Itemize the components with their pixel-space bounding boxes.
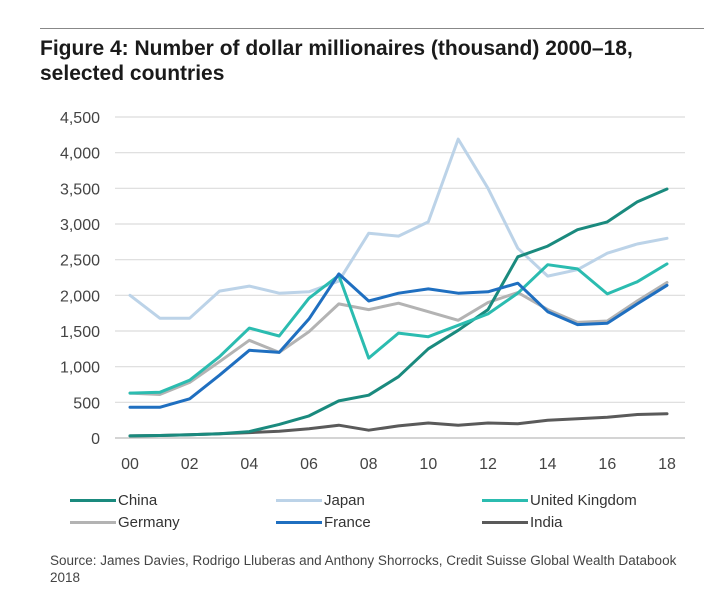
legend-item-germany: Germany bbox=[70, 514, 180, 531]
series-line-germany bbox=[128, 281, 669, 396]
x-tick-label: 18 bbox=[658, 456, 676, 473]
x-tick-label: 16 bbox=[598, 456, 616, 473]
y-tick-label: 4,500 bbox=[60, 110, 100, 127]
legend-label: Japan bbox=[324, 492, 365, 509]
source-note: Source: James Davies, Rodrigo Lluberas a… bbox=[50, 553, 677, 585]
legend-swatch bbox=[70, 499, 116, 502]
y-tick-label: 3,500 bbox=[60, 181, 100, 198]
series-line-united-kingdom bbox=[128, 262, 669, 395]
x-tick-label: 00 bbox=[121, 456, 139, 473]
y-tick-label: 2,500 bbox=[60, 253, 100, 270]
legend-swatch bbox=[276, 499, 322, 502]
legend-swatch bbox=[482, 499, 528, 502]
legend-item-india: India bbox=[482, 514, 563, 531]
y-tick-label: 3,000 bbox=[60, 217, 100, 234]
x-tick-label: 10 bbox=[419, 456, 437, 473]
x-tick-label: 02 bbox=[181, 456, 199, 473]
series-line-china bbox=[128, 187, 669, 438]
top-rule bbox=[40, 28, 704, 29]
y-tick-label: 2,000 bbox=[60, 288, 100, 305]
x-tick-label: 06 bbox=[300, 456, 318, 473]
series-line-france bbox=[128, 272, 669, 409]
y-tick-label: 4,000 bbox=[60, 146, 100, 163]
x-tick-label: 04 bbox=[240, 456, 258, 473]
legend-label: France bbox=[324, 514, 371, 531]
legend-swatch bbox=[276, 521, 322, 524]
x-tick-label: 14 bbox=[539, 456, 557, 473]
y-tick-label: 0 bbox=[91, 431, 100, 448]
y-tick-label: 1,500 bbox=[60, 324, 100, 341]
legend-label: India bbox=[530, 514, 563, 531]
legend-item-united-kingdom: United Kingdom bbox=[482, 492, 637, 509]
legend-label: Germany bbox=[118, 514, 180, 531]
y-tick-label: 500 bbox=[73, 395, 100, 412]
chart-title: Figure 4: Number of dollar millionaires … bbox=[40, 37, 633, 85]
y-axis-ticks: 0 500 1,000 1,500 2,000 2,500 3,000 3,500 4,000 4… bbox=[60, 110, 100, 448]
legend-swatch bbox=[482, 521, 528, 524]
legend-item-japan: Japan bbox=[276, 492, 365, 509]
x-tick-label: 08 bbox=[360, 456, 378, 473]
legend-label: China bbox=[118, 492, 158, 509]
legend-label: United Kingdom bbox=[530, 492, 637, 509]
x-axis-ticks: 00 02 04 06 08 10 12 14 16 18 bbox=[121, 456, 676, 473]
legend-item-china: China bbox=[70, 492, 157, 509]
legend-swatch bbox=[70, 521, 116, 524]
legend-item-france: France bbox=[276, 514, 371, 531]
y-tick-label: 1,000 bbox=[60, 360, 100, 377]
gridlines bbox=[115, 116, 685, 439]
series-lines bbox=[128, 137, 669, 438]
x-tick-label: 12 bbox=[479, 456, 497, 473]
